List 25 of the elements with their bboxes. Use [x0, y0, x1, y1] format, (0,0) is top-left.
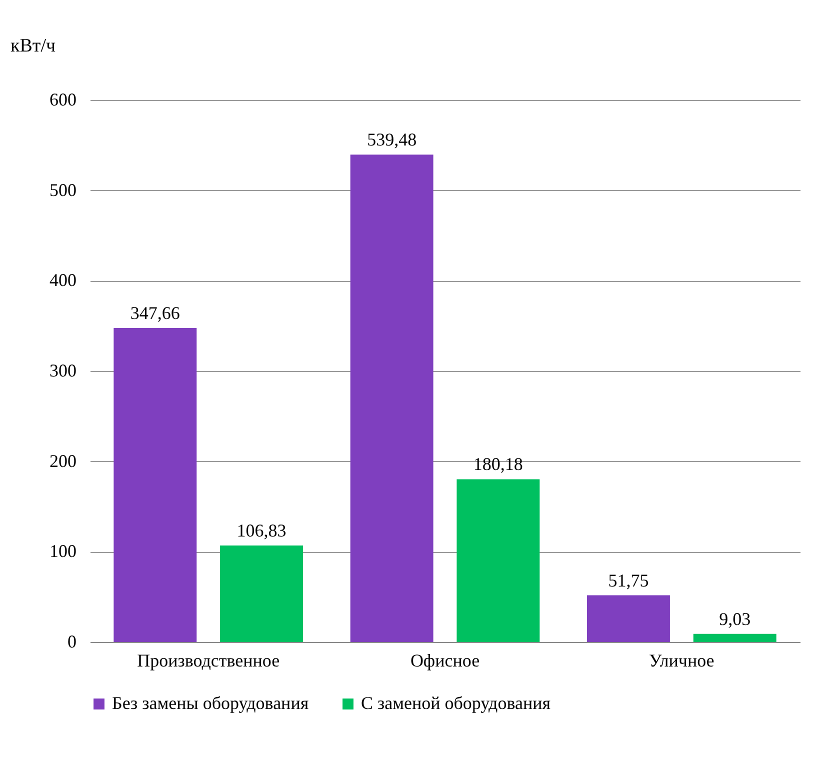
y-tick-label: 600 — [50, 90, 76, 110]
y-tick-label: 100 — [50, 541, 76, 562]
legend-label: Без замены оборудования — [112, 693, 309, 713]
bar — [220, 545, 303, 642]
data-label: 539,48 — [367, 130, 417, 150]
legend-label: С заменой оборудования — [361, 693, 550, 713]
x-tick-label: Производственное — [137, 650, 280, 670]
x-tick-label: Офисное — [410, 650, 480, 670]
y-tick-label: 0 — [68, 632, 76, 652]
bar — [456, 479, 540, 642]
y-tick-label: 300 — [50, 360, 76, 380]
data-label: 106,83 — [236, 520, 286, 540]
y-axis-title: кВт/ч — [10, 36, 56, 56]
y-tick-label: 400 — [50, 270, 76, 290]
bar — [693, 634, 776, 642]
y-tick-label: 500 — [50, 180, 76, 200]
data-label: 180,18 — [473, 454, 523, 474]
bar — [350, 154, 434, 642]
bar — [114, 328, 197, 642]
bar — [587, 595, 670, 642]
data-label: 9,03 — [719, 608, 751, 629]
y-tick-label: 200 — [50, 450, 76, 471]
data-label: 347,66 — [130, 302, 180, 323]
data-label: 51,75 — [608, 570, 649, 590]
x-tick-label: Уличное — [649, 650, 714, 670]
